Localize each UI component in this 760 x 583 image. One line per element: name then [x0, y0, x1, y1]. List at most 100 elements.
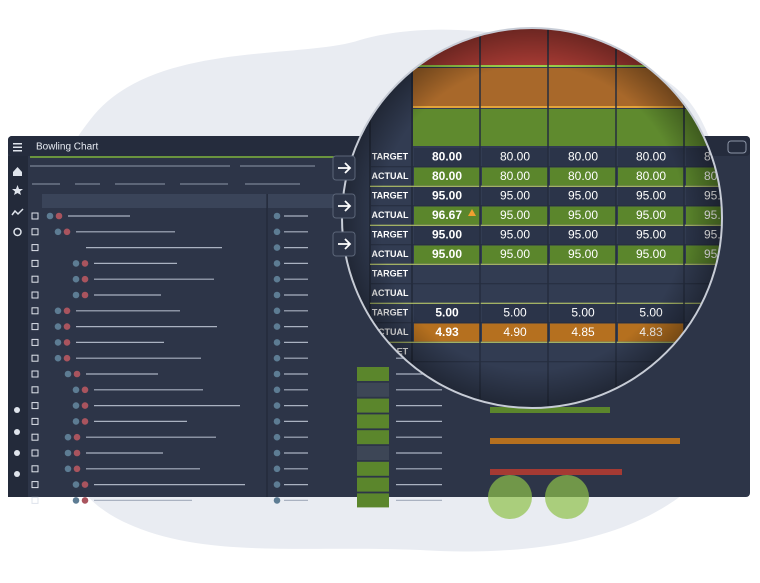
dot [72, 481, 80, 488]
dot [273, 291, 281, 299]
dot [72, 260, 80, 267]
arrow-buttons [332, 155, 356, 257]
dot [273, 260, 281, 267]
nav-dot [14, 407, 20, 413]
row-checkbox [31, 307, 39, 315]
dot [72, 275, 80, 283]
dot [73, 433, 81, 441]
row-checkbox [31, 338, 39, 346]
dot [54, 339, 62, 346]
row-checkbox [31, 465, 39, 473]
highlight-dot [545, 475, 589, 519]
dot [46, 212, 54, 220]
dot [273, 354, 281, 362]
nav-dot [14, 450, 20, 456]
highlight-dot [488, 475, 532, 519]
dot [72, 386, 80, 394]
row-checkbox [31, 291, 39, 299]
window-title: Bowling Chart [36, 142, 98, 153]
row-checkbox [31, 449, 39, 457]
refresh-icon[interactable] [13, 227, 22, 237]
dot [81, 418, 89, 425]
dot [55, 212, 63, 220]
menu-icon[interactable] [13, 143, 22, 152]
home-icon[interactable] [13, 167, 22, 176]
status-cell [357, 461, 389, 476]
dot [63, 307, 71, 315]
dot [273, 212, 281, 220]
dot [273, 465, 281, 473]
dot [72, 291, 80, 299]
status-cell [357, 367, 389, 381]
bar-strip [490, 407, 610, 413]
dot [273, 449, 281, 457]
chart-icon[interactable] [11, 208, 24, 216]
row-checkbox [31, 386, 39, 394]
dot [54, 307, 62, 315]
dot [64, 370, 72, 378]
dot [73, 465, 81, 473]
dot [63, 339, 71, 346]
dot [81, 481, 89, 488]
row-checkbox [31, 402, 39, 410]
row-checkbox [31, 496, 39, 504]
dot [81, 275, 89, 283]
dot [64, 465, 72, 473]
dot [64, 433, 72, 441]
dot [273, 418, 281, 425]
row-checkbox [31, 354, 39, 362]
bar-strip [490, 438, 680, 444]
dot [81, 497, 89, 504]
fullscreen-button[interactable] [727, 140, 747, 154]
dot [81, 402, 89, 409]
row-checkbox [31, 481, 39, 489]
row-checkbox [31, 417, 39, 425]
star-icon[interactable] [12, 185, 23, 195]
row-checkbox [31, 433, 39, 441]
dot [273, 370, 281, 378]
dot [81, 260, 89, 267]
row-checkbox [31, 275, 39, 283]
row-checkbox [31, 244, 39, 252]
dot [273, 307, 281, 315]
dot [73, 370, 81, 378]
bar-strip [490, 469, 622, 475]
dot [273, 275, 281, 283]
dot [273, 386, 281, 394]
dot [273, 323, 281, 330]
status-cell [357, 398, 389, 413]
row-checkbox [31, 323, 39, 331]
status-cell [357, 414, 389, 429]
row-checkbox [31, 212, 39, 220]
magnifier-rim [342, 28, 722, 408]
warning-icon [468, 209, 476, 216]
status-cell [357, 446, 389, 460]
dot [273, 481, 281, 488]
row-checkbox [31, 259, 39, 267]
sidebar [8, 156, 28, 497]
dot [273, 228, 281, 236]
dot [63, 228, 71, 236]
row-checkbox [31, 370, 39, 378]
dot [72, 418, 80, 425]
dot [273, 244, 281, 251]
dot [63, 323, 71, 330]
status-cell [357, 493, 389, 508]
dot [63, 354, 71, 362]
dot [54, 323, 62, 330]
status-cell [357, 477, 389, 492]
dot [273, 497, 281, 504]
dot [72, 497, 80, 504]
nav-dot [14, 471, 20, 477]
nav-dot [14, 429, 20, 435]
dot [54, 354, 62, 362]
dot [73, 449, 81, 457]
dot [273, 433, 281, 441]
dot [273, 339, 281, 346]
dot [81, 291, 89, 299]
dot [72, 402, 80, 409]
dot [64, 449, 72, 457]
dot [273, 402, 281, 409]
row-checkbox [31, 228, 39, 236]
